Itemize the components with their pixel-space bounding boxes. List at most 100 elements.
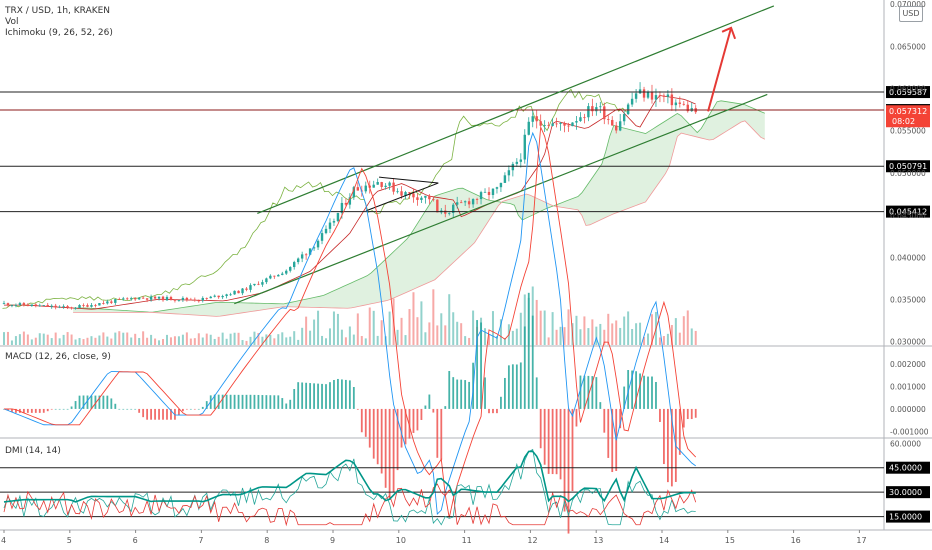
candle-body: [173, 299, 177, 301]
candle-body: [332, 221, 336, 223]
macd-histogram-bar: [690, 408, 693, 420]
macd-histogram-bar: [134, 408, 137, 410]
macd-tick-label: 0.002000: [890, 360, 926, 369]
macd-histogram-bar: [38, 408, 41, 413]
volume-bar: [273, 338, 276, 345]
volume-bar: [643, 336, 646, 345]
candle-body: [241, 288, 244, 294]
price-tick-label: 0.070000: [890, 0, 926, 9]
macd-histogram-bar: [360, 408, 363, 433]
candle-body: [205, 297, 208, 299]
macd-histogram-bar: [297, 382, 300, 409]
price-level-label: 0.050791: [889, 162, 927, 171]
volume-bar: [543, 310, 546, 345]
candle-body: [30, 304, 34, 307]
currency-button[interactable]: USD: [899, 6, 923, 22]
candle-body: [535, 116, 538, 122]
candle-body: [400, 191, 403, 196]
candle-body: [607, 119, 610, 121]
macd-histogram-bar: [86, 395, 89, 409]
macd-histogram-bar: [599, 402, 602, 409]
candle-body: [181, 297, 185, 301]
candle-body: [157, 296, 161, 299]
macd-histogram-bar: [106, 395, 109, 409]
volume-bar: [539, 310, 542, 345]
price-level-label: 0.059587: [889, 88, 927, 97]
dmi-tick-label: 60.0000: [890, 439, 921, 448]
macd-histogram-bar: [348, 380, 351, 409]
macd-histogram-bar: [480, 322, 482, 409]
macd-histogram-bar: [22, 408, 25, 413]
volume-bar: [321, 335, 324, 345]
macd-histogram-bar: [492, 408, 494, 414]
candle-body: [650, 91, 654, 100]
candle-body: [70, 307, 73, 309]
volume-bar: [162, 339, 165, 345]
macd-histogram-bar: [150, 408, 152, 420]
volume-bar: [658, 337, 661, 345]
macd-histogram-bar: [424, 405, 427, 409]
volume-bar: [42, 333, 45, 345]
price-tick-label: 0.045000: [890, 211, 926, 220]
macd-histogram-bar: [583, 375, 586, 409]
symbol-label: TRX / USD, 1h, KRAKEN: [5, 6, 111, 16]
macd-histogram-bar: [70, 406, 73, 409]
candle-body: [531, 116, 534, 122]
macd-histogram-bar: [444, 406, 447, 409]
ichimoku-base-line: [4, 95, 696, 310]
candle-body: [133, 298, 137, 300]
volume-bar: [559, 326, 562, 345]
time-tick-label: 12: [527, 536, 537, 545]
candle-body: [499, 182, 503, 188]
candle-body: [571, 122, 574, 127]
macd-histogram-bar: [114, 403, 117, 409]
candle-body: [408, 192, 411, 194]
volume-bar: [126, 332, 129, 345]
candle-body: [137, 297, 141, 300]
volume-bar: [6, 331, 9, 345]
dmi-level-label: 15.0000: [889, 513, 922, 522]
candle-body: [300, 254, 304, 259]
candle-body: [583, 117, 586, 119]
candle-body: [22, 303, 26, 306]
volume-bar: [269, 334, 272, 345]
macd-histogram-bar: [146, 408, 149, 420]
volume-bar: [686, 310, 689, 345]
candle-body: [348, 197, 352, 205]
macd-histogram-bar: [285, 403, 288, 409]
macd-histogram-bar: [428, 394, 431, 409]
macd-histogram-bar: [313, 383, 315, 409]
candle-body: [491, 188, 495, 196]
volume-bar: [432, 289, 435, 345]
volume-bar: [380, 320, 383, 345]
candle-body: [555, 123, 558, 125]
candle-body: [595, 107, 598, 112]
price-level-label: 0.045412: [889, 208, 927, 217]
candle-body: [221, 296, 224, 298]
macd-histogram-bar: [333, 379, 335, 409]
candle-body: [245, 288, 248, 290]
macd-histogram-bar: [30, 408, 33, 413]
candle-body: [666, 94, 670, 97]
macd-label: MACD (12, 26, close, 9): [5, 352, 111, 362]
macd-histogram-bar: [507, 365, 510, 409]
volume-bar: [82, 339, 85, 345]
candle-body: [579, 117, 582, 122]
price-tick-label: 0.040000: [890, 253, 926, 262]
volume-bar: [615, 320, 618, 345]
candle-body: [324, 228, 328, 234]
macd-histogram-bar: [639, 373, 641, 409]
volume-bar: [631, 328, 634, 345]
volume-bar: [261, 336, 264, 345]
macd-histogram-bar: [666, 408, 669, 483]
macd-histogram-bar: [325, 384, 327, 409]
volume-bar: [639, 322, 642, 345]
macd-histogram-bar: [364, 408, 367, 437]
volume-bar: [70, 334, 73, 345]
volume-bar: [587, 328, 590, 345]
volume-bar: [420, 301, 423, 345]
volume-bar: [583, 316, 586, 345]
macd-histogram-bar: [205, 401, 208, 409]
volume-bar: [551, 312, 554, 345]
